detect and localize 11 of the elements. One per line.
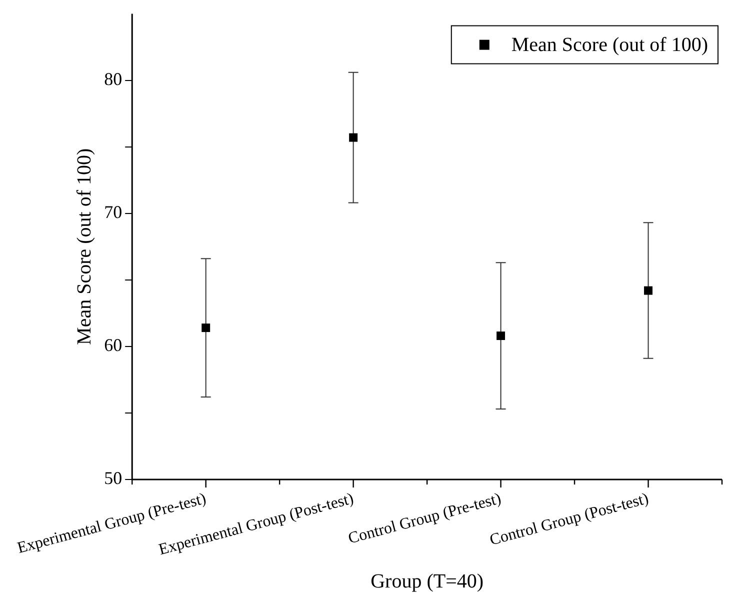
point: [202, 324, 210, 332]
x-axis-title: Group (T=40): [370, 570, 484, 592]
point: [496, 332, 506, 340]
y-tick-label: 60: [104, 335, 122, 356]
y-tick-label: 80: [104, 69, 122, 90]
legend-label: Mean Score (out of 100): [511, 34, 708, 56]
y-axis-title: Mean Score (out of 100): [73, 148, 96, 345]
point: [644, 286, 653, 295]
y-tick-label: 50: [104, 468, 122, 488]
point: [349, 133, 358, 142]
y-tick-label: 70: [104, 202, 122, 222]
